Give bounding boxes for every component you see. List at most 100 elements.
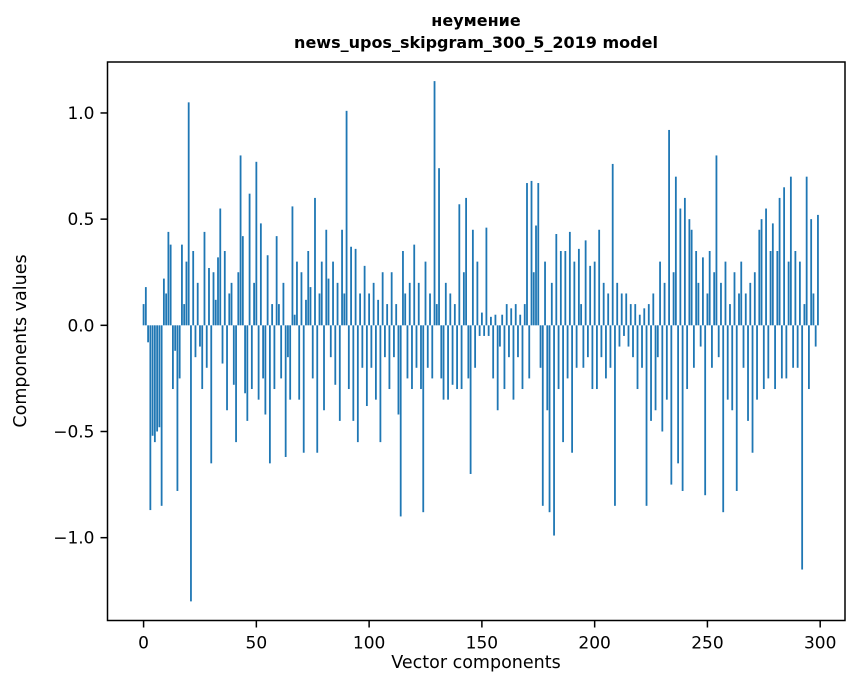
bar [458, 204, 461, 326]
bar [704, 325, 707, 496]
bar [257, 325, 260, 400]
bar [760, 219, 763, 326]
bar [711, 325, 713, 368]
bar [237, 272, 240, 326]
bar [692, 325, 695, 368]
bar [478, 325, 481, 336]
bar [480, 312, 483, 326]
y-tick-label: −1.0 [53, 529, 94, 549]
bar [537, 183, 540, 326]
bar [785, 325, 788, 379]
bar [232, 325, 235, 385]
bar [332, 261, 334, 326]
bar [151, 325, 154, 436]
bar [354, 248, 357, 326]
bar [596, 325, 598, 390]
bar [805, 176, 808, 326]
bar [514, 304, 517, 326]
bar [221, 325, 224, 364]
bar [402, 251, 404, 326]
bar [435, 304, 438, 326]
axes-group [106, 61, 846, 622]
x-tick-label: 50 [246, 634, 268, 654]
bar [553, 325, 555, 536]
bar [165, 293, 168, 326]
bar [374, 325, 377, 400]
bar [359, 293, 361, 326]
bar [194, 325, 197, 358]
chart-title: неумение [431, 11, 521, 30]
bar [645, 325, 648, 506]
bar [702, 257, 704, 326]
bar [546, 325, 549, 411]
bar [577, 248, 580, 326]
bars-group [142, 81, 819, 602]
bar [620, 293, 623, 326]
bar [510, 308, 513, 326]
bar [598, 229, 601, 326]
bar [492, 325, 495, 379]
bar [316, 325, 319, 453]
axes-spines [106, 61, 846, 622]
bar [158, 325, 161, 428]
bar [266, 255, 269, 326]
bar [275, 236, 278, 326]
bar [147, 325, 149, 343]
bar [814, 325, 817, 347]
bar [690, 229, 693, 326]
bar [424, 261, 427, 326]
bar [652, 293, 655, 326]
bar [212, 272, 215, 326]
bar [388, 325, 391, 390]
bar [674, 176, 677, 326]
bar [634, 304, 637, 326]
bar [262, 325, 265, 379]
bar [377, 299, 380, 326]
bar [395, 304, 398, 326]
bar [456, 325, 458, 390]
bar [356, 325, 359, 443]
bar [196, 282, 199, 326]
bar [471, 229, 474, 326]
bar [787, 261, 790, 326]
bar [496, 325, 499, 411]
bar [559, 251, 562, 326]
bar [347, 325, 350, 390]
bar [654, 325, 657, 411]
bar [487, 325, 490, 336]
bar [314, 197, 316, 326]
bar [571, 325, 573, 453]
bar [393, 325, 395, 358]
bar [253, 282, 255, 326]
bar [817, 214, 819, 326]
bar [517, 325, 519, 358]
bar [490, 316, 492, 326]
bar [345, 110, 348, 326]
bar [469, 325, 472, 474]
bar [611, 163, 614, 326]
bar [217, 257, 219, 326]
bar [444, 282, 447, 326]
bar [494, 314, 497, 326]
bar [181, 244, 183, 326]
bar [372, 282, 375, 326]
bar [731, 325, 734, 411]
bar [726, 325, 729, 400]
bar [462, 272, 465, 326]
bar [440, 325, 443, 379]
bar [174, 325, 177, 351]
bar [460, 325, 463, 390]
bar [485, 227, 488, 326]
bar [600, 325, 603, 358]
bar [271, 304, 274, 326]
bar [287, 325, 289, 358]
bar [431, 325, 434, 379]
bar [699, 325, 702, 347]
bar [744, 293, 747, 326]
chart-subtitle: news_upos_skipgram_300_5_2019 model [294, 33, 658, 52]
bar [201, 325, 204, 390]
bar [273, 325, 276, 390]
bar [199, 325, 201, 347]
bar [501, 314, 504, 326]
bar [715, 155, 718, 326]
